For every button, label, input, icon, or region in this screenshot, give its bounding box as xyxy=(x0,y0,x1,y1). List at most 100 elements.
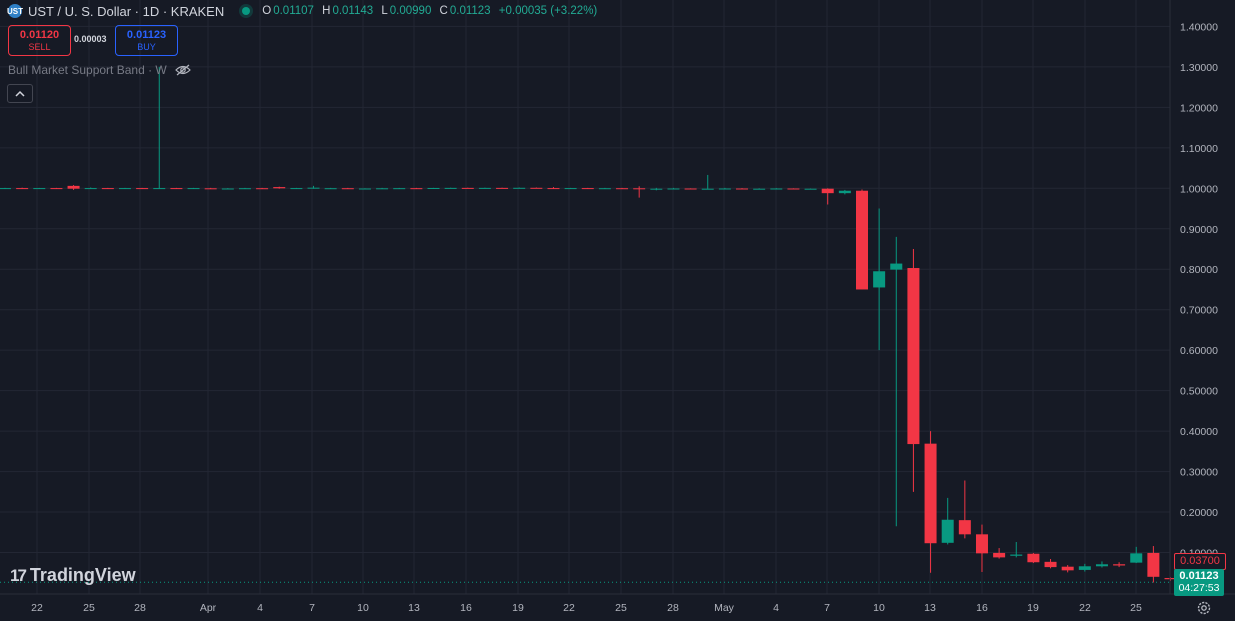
candle xyxy=(753,188,766,190)
candle xyxy=(1095,561,1108,568)
candle xyxy=(478,187,491,189)
candle-body xyxy=(221,188,234,190)
candle-body xyxy=(873,271,886,288)
candle xyxy=(598,187,611,190)
spread-value: 0.00003 xyxy=(74,34,107,44)
candle xyxy=(307,185,320,189)
candle-body xyxy=(924,443,937,544)
candle xyxy=(821,188,834,205)
candle xyxy=(33,187,46,190)
candle xyxy=(187,187,200,190)
candle xyxy=(924,431,937,573)
candle xyxy=(701,174,714,190)
candle-body xyxy=(616,188,629,190)
candle xyxy=(616,187,629,190)
sell-button[interactable]: 0.01120 SELL xyxy=(8,25,71,56)
high-price-tag: 0.03700 xyxy=(1174,553,1226,570)
eye-hidden-icon[interactable] xyxy=(174,64,191,76)
candle xyxy=(838,189,851,195)
x-tick-label: 13 xyxy=(408,602,420,614)
candle xyxy=(118,187,131,190)
y-tick-label: 1.20000 xyxy=(1180,102,1218,114)
candle xyxy=(650,187,663,191)
candle-body xyxy=(650,188,663,190)
candle-body xyxy=(958,520,971,535)
y-tick-label: 1.30000 xyxy=(1180,62,1218,74)
candle-body xyxy=(821,188,834,194)
candle xyxy=(170,187,183,190)
y-tick-label: 0.70000 xyxy=(1180,305,1218,317)
candle-body xyxy=(633,188,646,190)
candle xyxy=(633,186,646,198)
candle-body xyxy=(153,188,166,190)
candle xyxy=(1130,546,1143,564)
high-value: 0.01143 xyxy=(332,5,374,17)
chevron-up-icon xyxy=(15,90,25,97)
x-tick-label: 4 xyxy=(257,602,263,614)
bar-countdown: 04:27:53 xyxy=(1178,582,1220,594)
y-tick-label: 0.30000 xyxy=(1180,467,1218,479)
candle-body xyxy=(118,188,131,190)
candle xyxy=(0,187,11,190)
candle xyxy=(84,187,97,190)
tradingview-logo[interactable]: 17 TradingView xyxy=(10,565,136,586)
y-tick-label: 0.40000 xyxy=(1180,426,1218,438)
candle-body xyxy=(33,188,46,190)
y-tick-label: 0.20000 xyxy=(1180,507,1218,519)
candle-body xyxy=(324,188,337,190)
y-tick-label: 1.10000 xyxy=(1180,143,1218,155)
candle xyxy=(324,187,337,190)
candle xyxy=(736,188,749,190)
candle xyxy=(1027,552,1040,564)
candle xyxy=(290,187,303,190)
symbol-title[interactable]: UST / U. S. Dollar · 1D · KRAKEN xyxy=(28,3,225,19)
candle-body xyxy=(1130,553,1143,563)
x-tick-label: 28 xyxy=(667,602,679,614)
candle-body xyxy=(1010,554,1023,556)
candle xyxy=(204,187,217,190)
high-label: H xyxy=(322,5,331,17)
y-tick-label: 1.40000 xyxy=(1180,21,1218,33)
candle-body xyxy=(273,187,286,189)
candle xyxy=(941,497,954,545)
x-tick-label: 10 xyxy=(357,602,369,614)
collapse-legend-button[interactable] xyxy=(7,84,33,103)
candle xyxy=(1164,577,1177,581)
candle xyxy=(16,187,29,190)
y-tick-label: 0.60000 xyxy=(1180,345,1218,357)
candle-body xyxy=(975,534,988,554)
x-tick-label: 16 xyxy=(976,602,988,614)
brand-name: TradingView xyxy=(29,565,136,585)
candle xyxy=(1061,565,1074,573)
x-tick-label: May xyxy=(714,602,735,614)
candle-body xyxy=(598,188,611,190)
x-tick-label: 25 xyxy=(615,602,627,614)
candle-body xyxy=(341,188,354,190)
gear-icon[interactable] xyxy=(1196,600,1212,616)
candle xyxy=(273,186,286,189)
candle-body xyxy=(1061,566,1074,571)
candle-body xyxy=(393,188,406,190)
candle-body xyxy=(1044,561,1057,568)
candle-body xyxy=(101,188,114,190)
x-tick-label: 7 xyxy=(824,602,830,614)
candle-body xyxy=(478,187,491,189)
candle xyxy=(341,187,354,190)
x-tick-label: 28 xyxy=(134,602,146,614)
candle-body xyxy=(238,188,251,190)
candle-body xyxy=(67,185,80,189)
x-tick-label: 22 xyxy=(563,602,575,614)
buy-button[interactable]: 0.01123 BUY xyxy=(115,25,178,56)
x-tick-label: 16 xyxy=(460,602,472,614)
x-tick-label: 25 xyxy=(83,602,95,614)
x-tick-label: 7 xyxy=(309,602,315,614)
candle-body xyxy=(0,188,11,190)
candle xyxy=(238,187,251,190)
y-tick-label: 0.80000 xyxy=(1180,264,1218,276)
candle-body xyxy=(1095,564,1108,567)
x-tick-label: 22 xyxy=(1079,602,1091,614)
candle-body xyxy=(496,187,509,189)
candle xyxy=(101,187,114,190)
indicator-legend[interactable]: Bull Market Support Band · W xyxy=(8,63,191,77)
